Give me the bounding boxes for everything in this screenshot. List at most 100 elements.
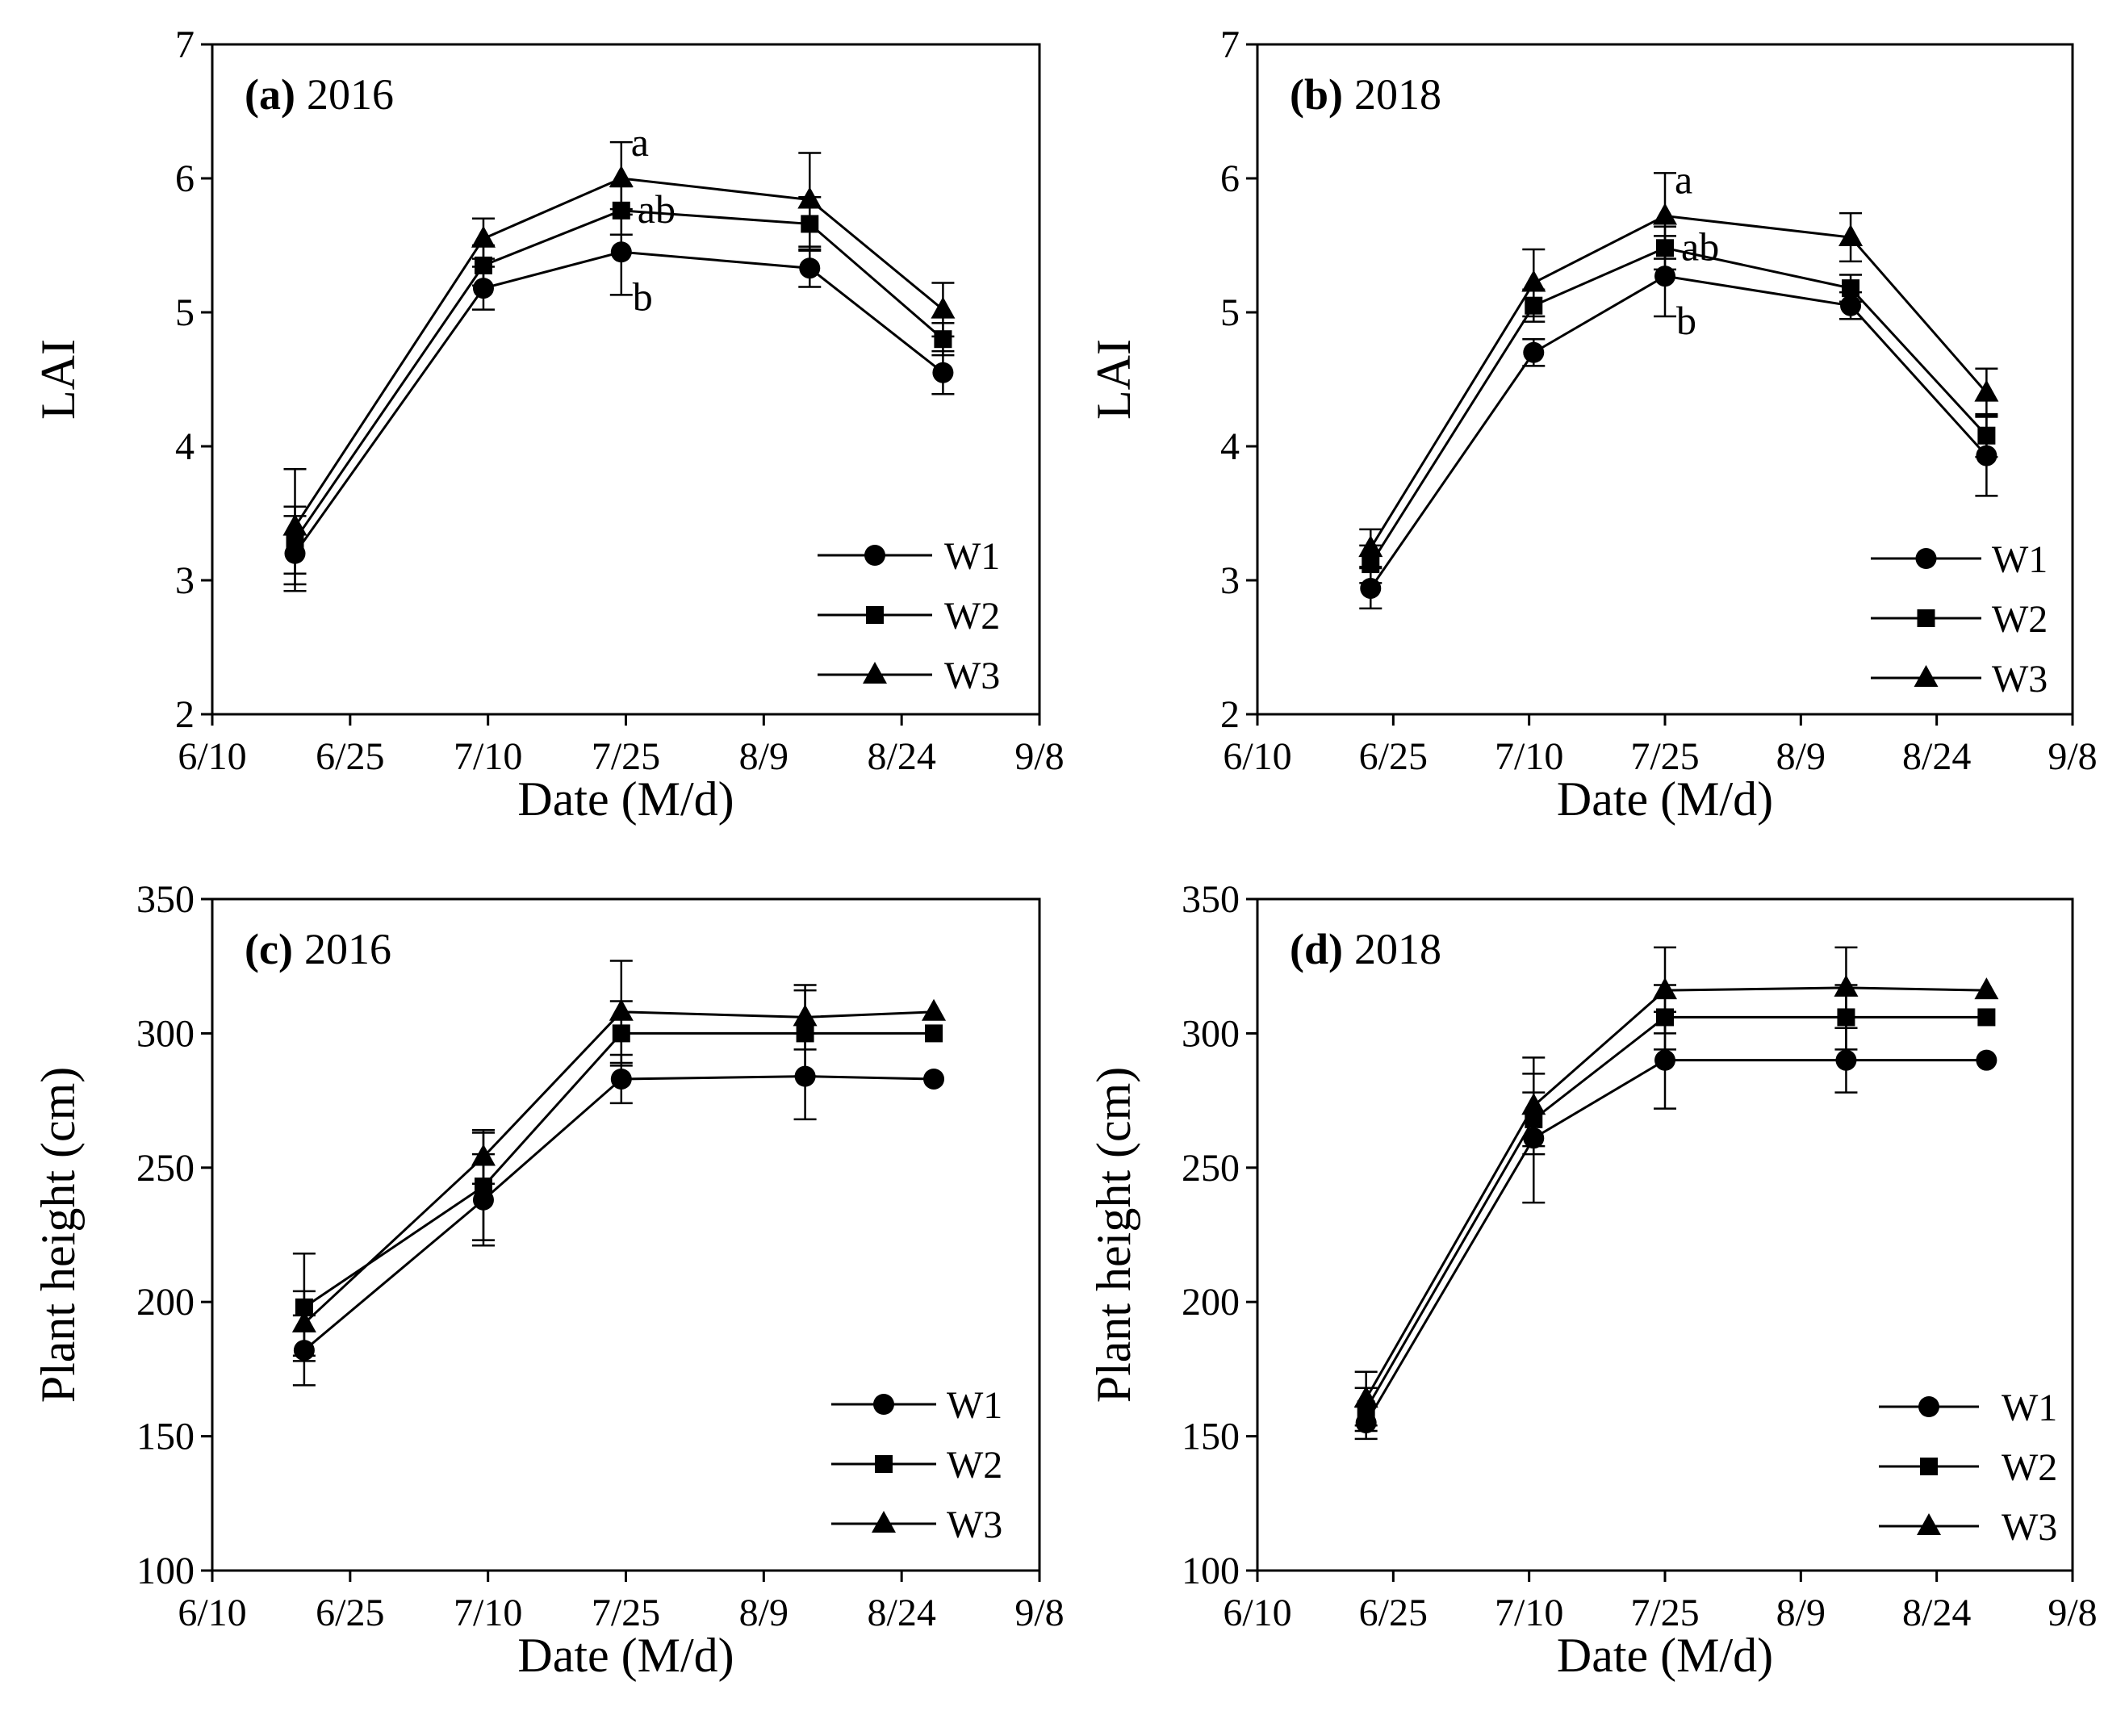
panel-letter: (b): [1290, 70, 1343, 119]
data-point-W2: [474, 256, 492, 274]
x-tick-label: 6/10: [1223, 1592, 1291, 1634]
x-tick-label: 7/10: [1495, 1592, 1563, 1634]
chart-panel-a: 6/10 6/25 7/10 7/25 8/9 8/24 9/8 2 3 4 5 6 7 Date (M/…: [31, 23, 1065, 826]
panel-letter: (d): [1290, 925, 1343, 973]
legend: W1 W2 W3: [831, 1384, 1002, 1546]
panel-title: (a) 2016: [245, 70, 394, 119]
x-tick-label: 9/8: [1014, 735, 1064, 778]
series-W1: [283, 207, 955, 592]
legend-label: W3: [1992, 658, 2048, 701]
legend-marker-W1: [873, 1394, 894, 1415]
data-point-W3: [1653, 977, 1677, 1000]
x-tick-label: 7/25: [592, 735, 660, 778]
legend-label: W2: [947, 1444, 1002, 1487]
series-W1: [292, 1032, 945, 1387]
x-tick-label: 8/9: [1776, 735, 1826, 778]
y-tick-label: 150: [1182, 1416, 1240, 1458]
legend-marker-W3: [1914, 665, 1939, 687]
significance-label: ab: [638, 186, 676, 232]
panel-letter: (a): [245, 70, 295, 119]
x-tick-label: 8/9: [739, 1592, 789, 1634]
data-point-W3: [1521, 1093, 1546, 1115]
x-tick-label: 8/24: [867, 735, 935, 778]
legend-label: W3: [944, 655, 1000, 697]
panel-year: 2018: [1354, 925, 1441, 973]
data-point-W3: [1353, 1386, 1378, 1408]
x-tick-label: 9/8: [1014, 1592, 1064, 1634]
legend-label: W1: [944, 535, 1000, 578]
data-point-W3: [1974, 977, 1999, 1000]
y-tick-label: 150: [136, 1416, 195, 1458]
x-tick-label: 6/25: [1359, 735, 1428, 778]
plot-frame: [1256, 43, 2074, 716]
series-line-W1: [294, 250, 944, 554]
data-point-W1: [1523, 341, 1545, 363]
series-line-W3: [1365, 986, 1987, 1399]
series-W2: [292, 989, 943, 1362]
panel-year: 2018: [1354, 70, 1441, 119]
y-tick-label: 4: [1220, 425, 1240, 468]
significance-label: a: [1675, 157, 1692, 202]
legend-marker-W3: [1917, 1513, 1941, 1535]
x-axis-label: Date (M/d): [1557, 1629, 1773, 1682]
legend: W1 W2 W3: [1871, 538, 2048, 701]
panel-letter: (c): [245, 925, 293, 973]
data-point-W1: [1976, 1049, 1997, 1071]
x-tick-label: 8/9: [739, 735, 789, 778]
data-point-W1: [923, 1068, 945, 1090]
data-point-W3: [797, 186, 822, 209]
data-point-W2: [925, 1024, 943, 1043]
y-tick-label: 5: [175, 291, 195, 334]
y-tick-label: 250: [1182, 1147, 1240, 1190]
legend-marker-W2: [1920, 1458, 1938, 1475]
x-tick-label: 7/25: [1630, 1592, 1699, 1634]
y-axis-label: Plant height (cm): [31, 1067, 85, 1403]
data-point-W2: [474, 1178, 492, 1196]
legend-label: W1: [2002, 1387, 2057, 1429]
legend-label: W2: [944, 595, 1000, 638]
chart-panel-c: 6/10 6/25 7/10 7/25 8/9 8/24 9/8 100 150 200 250 30…: [31, 878, 1065, 1682]
data-point-W1: [1654, 1049, 1675, 1071]
y-tick-label: 300: [136, 1012, 195, 1055]
y-tick-label: 200: [136, 1281, 195, 1324]
x-axis-label: Date (M/d): [1557, 772, 1773, 826]
data-point-W1: [610, 241, 632, 263]
x-tick-label: 7/10: [454, 735, 522, 778]
x-tick-label: 8/24: [1902, 735, 1971, 778]
data-point-W1: [472, 278, 494, 299]
series-line-W1: [303, 1075, 935, 1352]
data-point-W3: [1974, 379, 1999, 402]
data-point-W1: [1835, 1049, 1857, 1071]
panel-title: (c) 2016: [245, 925, 391, 973]
series-line-W3: [294, 177, 944, 528]
y-tick-label: 6: [1220, 157, 1240, 200]
y-tick-label: 3: [175, 559, 195, 602]
y-tick-label: 2: [1220, 693, 1240, 736]
x-tick-label: 8/9: [1776, 1592, 1826, 1634]
legend-label: W2: [2002, 1446, 2057, 1489]
series-W1: [1354, 1010, 1997, 1441]
x-tick-label: 8/24: [867, 1592, 935, 1634]
legend-marker-W1: [864, 545, 885, 566]
plot-frame: [211, 897, 1041, 1572]
data-point-W1: [1654, 266, 1675, 287]
data-point-W2: [1977, 1008, 1996, 1027]
legend-label: W1: [1992, 538, 2048, 581]
legend-marker-W2: [866, 606, 884, 624]
chart-panel-b: 6/10 6/25 7/10 7/25 8/9 8/24 9/8 2 3 4 5 6 7 Date (M/…: [1087, 23, 2098, 826]
series-W3: [291, 960, 947, 1357]
y-tick-label: 6: [175, 157, 195, 200]
x-tick-label: 6/25: [1359, 1592, 1428, 1634]
y-tick-label: 5: [1220, 291, 1240, 334]
x-tick-label: 6/10: [178, 1592, 246, 1634]
x-tick-label: 7/10: [454, 1592, 522, 1634]
x-tick-label: 7/25: [592, 1592, 660, 1634]
significance-label: b: [1676, 298, 1696, 343]
x-axis-label: Date (M/d): [517, 772, 734, 826]
significance-label: ab: [1681, 224, 1719, 269]
data-point-W3: [793, 1004, 818, 1027]
x-tick-label: 9/8: [2048, 1592, 2097, 1634]
series-W2: [1359, 225, 1998, 584]
data-point-W1: [610, 1068, 632, 1090]
